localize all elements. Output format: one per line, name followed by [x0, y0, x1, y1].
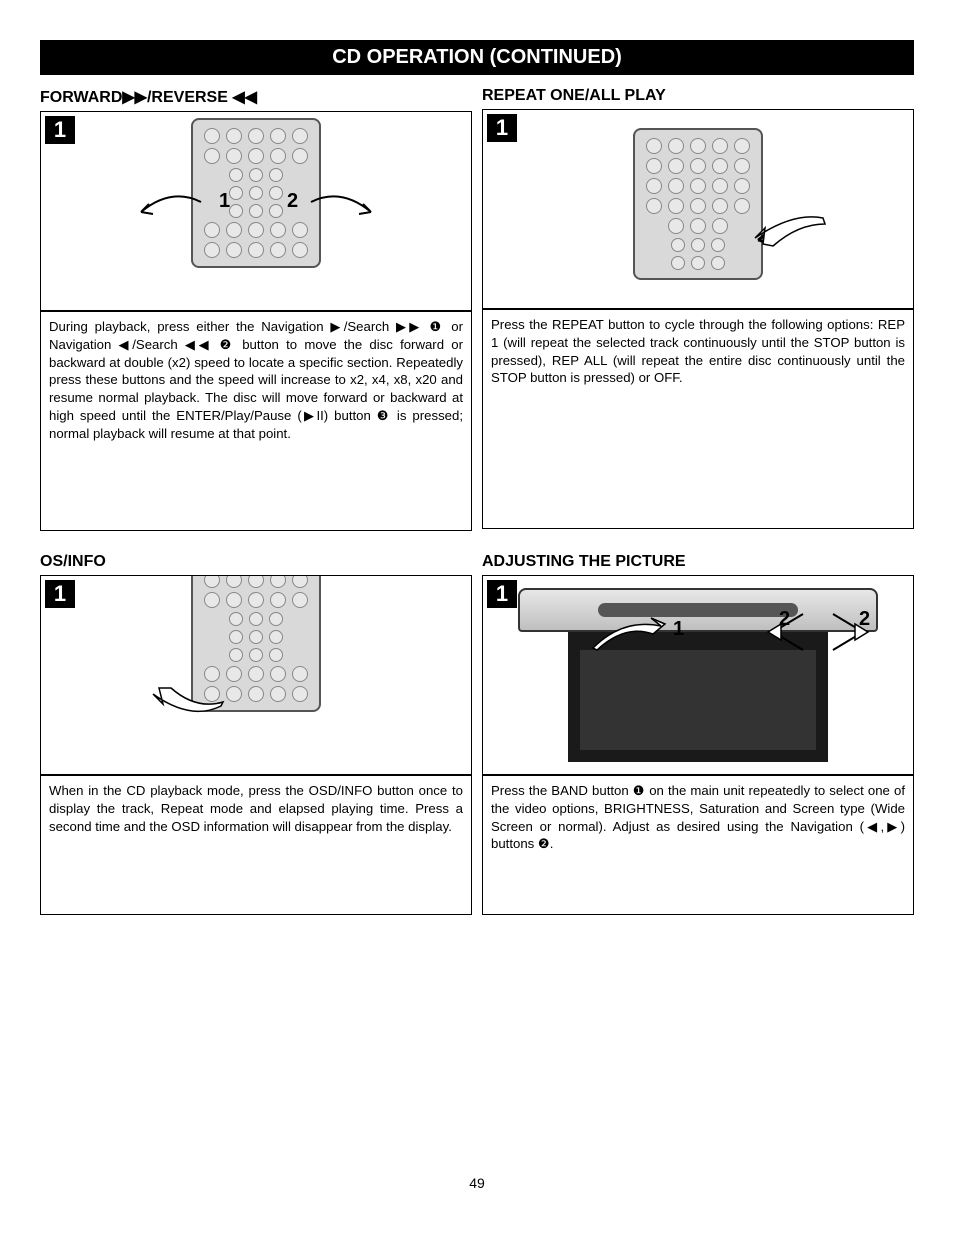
remote-graphic	[191, 118, 321, 268]
heading-forward-reverse: FORWARD▶▶/REVERSE ◀◀	[40, 87, 472, 107]
illustration-forward-reverse: 1 1 2	[40, 111, 472, 311]
heading-osinfo: OS/INFO	[40, 553, 472, 571]
page-title-bar: CD OPERATION (CONTINUED)	[40, 40, 914, 75]
text-picture: Press the BAND button ❶ on the main unit…	[482, 775, 914, 915]
callout-2a: 2	[779, 608, 790, 631]
callout-1: 1	[673, 618, 684, 641]
content-grid: FORWARD▶▶/REVERSE ◀◀ 1 1 2 During playba…	[40, 87, 914, 915]
device-graphic	[518, 588, 878, 762]
illustration-picture: 1 1 2 2	[482, 575, 914, 775]
text-forward-reverse: During playback, press either the Naviga…	[40, 311, 472, 531]
section-picture: ADJUSTING THE PICTURE 1 1 2 2 Press the …	[482, 553, 914, 915]
step-badge: 1	[487, 114, 517, 142]
section-forward-reverse: FORWARD▶▶/REVERSE ◀◀ 1 1 2 During playba…	[40, 87, 472, 531]
illustration-osinfo: 1	[40, 575, 472, 775]
heading-picture: ADJUSTING THE PICTURE	[482, 553, 914, 571]
step-badge: 1	[45, 116, 75, 144]
text-repeat: Press the REPEAT button to cycle through…	[482, 309, 914, 529]
callout-2: 2	[287, 190, 298, 213]
step-badge: 1	[487, 580, 517, 608]
heading-repeat: REPEAT ONE/ALL PLAY	[482, 87, 914, 105]
callout-2b: 2	[859, 608, 870, 631]
section-repeat: REPEAT ONE/ALL PLAY 1 Press the REPEAT b…	[482, 87, 914, 531]
section-osinfo: OS/INFO 1 When in the CD playback mode, …	[40, 553, 472, 915]
text-osinfo: When in the CD playback mode, press the …	[40, 775, 472, 915]
illustration-repeat: 1	[482, 109, 914, 309]
remote-graphic	[191, 575, 321, 712]
page-number: 49	[40, 1175, 914, 1191]
callout-1: 1	[219, 190, 230, 213]
step-badge: 1	[45, 580, 75, 608]
remote-graphic	[633, 128, 763, 280]
